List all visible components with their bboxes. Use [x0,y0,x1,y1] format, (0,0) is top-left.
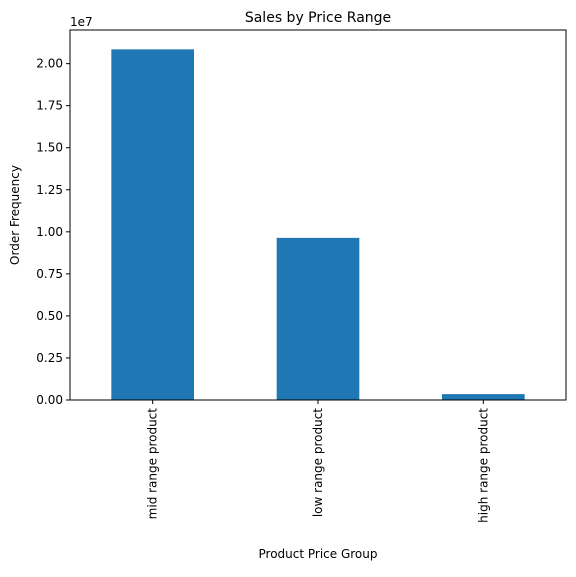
bar [442,394,525,400]
bars-group [111,49,525,400]
x-axis-label: Product Price Group [259,547,378,561]
x-tick-label: low range product [311,408,325,517]
y-tick-label: 2.00 [36,57,63,71]
y-tick-label: 0.75 [36,267,63,281]
y-tick-label: 1.50 [36,141,63,155]
x-axis-ticks: mid range product low range product high r… [146,400,490,523]
y-axis-label: Order Frequency [8,165,22,265]
y-tick-label: 0.00 [36,393,63,407]
y-tick-label: 1.00 [36,225,63,239]
chart-title: Sales by Price Range [245,10,391,26]
y-offset-label: 1e7 [70,15,93,29]
y-tick-label: 0.50 [36,309,63,323]
bar [276,237,360,400]
bar [111,49,194,400]
x-tick-label: high range product [476,408,490,523]
plot-frame [69,29,567,401]
y-tick-label: 1.75 [36,99,63,113]
x-tick-label: mid range product [146,408,160,520]
y-tick-label: 0.25 [36,351,63,365]
y-tick-label: 1.25 [36,183,63,197]
y-axis-ticks: 0.00 0.25 0.50 0.75 1.00 1.25 1.50 1.75 2.00 [36,57,70,407]
